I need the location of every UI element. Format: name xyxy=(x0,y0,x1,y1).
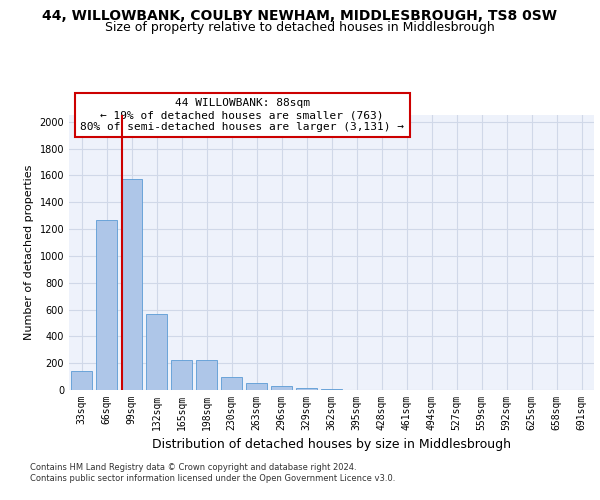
Bar xyxy=(321,388,342,390)
Bar xyxy=(196,360,217,390)
Bar xyxy=(146,314,167,390)
Text: 44, WILLOWBANK, COULBY NEWHAM, MIDDLESBROUGH, TS8 0SW: 44, WILLOWBANK, COULBY NEWHAM, MIDDLESBR… xyxy=(43,9,557,23)
Bar xyxy=(71,371,92,390)
Bar xyxy=(296,388,317,390)
Bar xyxy=(121,180,142,390)
Text: Contains HM Land Registry data © Crown copyright and database right 2024.: Contains HM Land Registry data © Crown c… xyxy=(30,462,356,471)
Bar xyxy=(246,384,267,390)
Bar xyxy=(271,386,292,390)
Bar xyxy=(96,220,117,390)
Y-axis label: Number of detached properties: Number of detached properties xyxy=(24,165,34,340)
Bar xyxy=(171,360,192,390)
Text: Size of property relative to detached houses in Middlesbrough: Size of property relative to detached ho… xyxy=(105,21,495,34)
Bar xyxy=(221,378,242,390)
Text: Contains public sector information licensed under the Open Government Licence v3: Contains public sector information licen… xyxy=(30,474,395,483)
Text: 44 WILLOWBANK: 88sqm
← 19% of detached houses are smaller (763)
80% of semi-deta: 44 WILLOWBANK: 88sqm ← 19% of detached h… xyxy=(80,98,404,132)
X-axis label: Distribution of detached houses by size in Middlesbrough: Distribution of detached houses by size … xyxy=(152,438,511,452)
